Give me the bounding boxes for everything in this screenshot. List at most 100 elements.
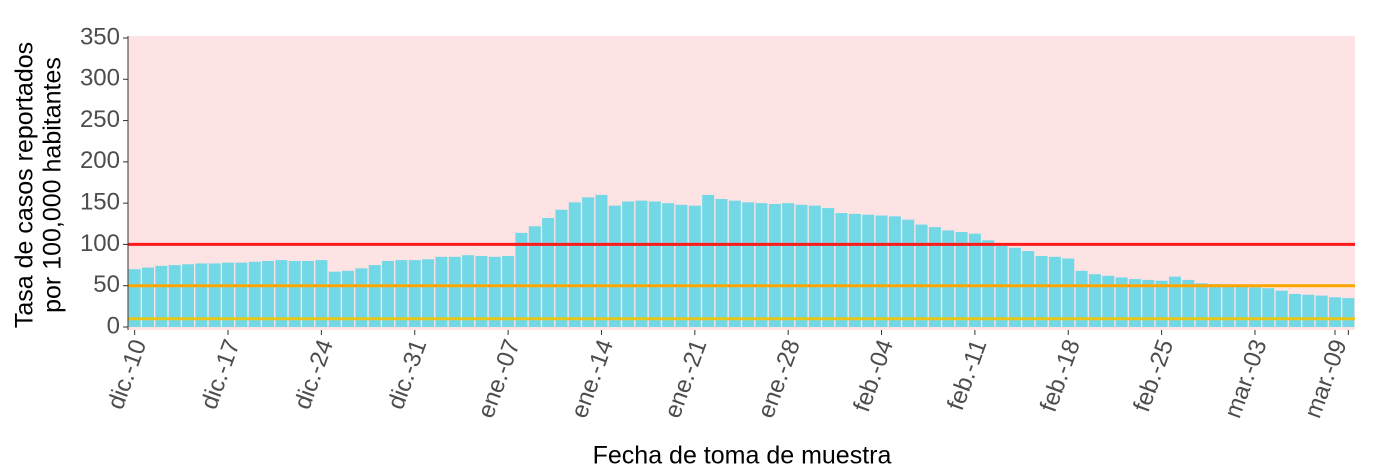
bar [1302,294,1315,327]
bar [502,255,515,327]
y-tick-label: 0 [107,312,120,339]
x-axis-title: Fecha de toma de muestra [593,442,892,470]
bar [1208,284,1221,327]
x-tick-label: ene.-21 [659,336,712,422]
x-tick-label: ene.-07 [472,336,525,422]
x-tick-label: ene.-28 [753,336,806,422]
bar [715,199,728,327]
bar [702,194,715,327]
y-axis-title: por 100,000 habitantes [39,57,67,313]
bar [1008,247,1021,327]
bar [515,232,528,327]
bar [688,205,701,327]
bar [942,230,955,327]
bar [755,203,768,327]
bar [835,213,848,327]
bar [1235,286,1248,327]
x-tick-label: dic.-24 [289,336,339,413]
bar [448,256,461,327]
bar [262,260,275,327]
y-axis-title: Tasa de casos reportados [11,42,39,328]
bar [542,218,555,327]
bar [635,200,648,327]
x-tick-label: dic.-31 [382,336,432,413]
bar [662,203,675,327]
bar [528,226,541,327]
bar [1342,298,1355,327]
y-tick-label: 50 [93,271,120,298]
bar [155,265,168,327]
bar [848,213,861,327]
bar [915,224,928,327]
y-tick-label: 300 [80,65,120,92]
bar [742,202,755,327]
bar [648,201,661,327]
bar [1182,279,1195,327]
bar [728,200,741,327]
bar [1315,295,1328,327]
bar [128,269,141,327]
bar [1248,287,1261,327]
bar [395,260,408,327]
bar [235,262,248,327]
bar [475,255,488,327]
x-tick-label: feb.-25 [1128,336,1179,415]
x-tick-label: mar.-09 [1299,336,1352,422]
y-tick-label: 150 [80,188,120,215]
bar [768,203,781,327]
bar [902,219,915,327]
bar [1115,277,1128,327]
bar [1062,258,1075,327]
x-tick-label: dic.-17 [196,336,246,413]
bar [422,259,435,327]
bar [168,265,181,327]
y-tick-label: 100 [80,230,120,257]
y-tick-label: 350 [80,23,120,50]
bar [795,204,808,327]
bar [1035,255,1048,327]
bar [195,263,208,327]
bar [568,202,581,327]
bar [555,209,568,327]
bar [955,232,968,327]
bar [822,208,835,327]
bar [1168,276,1181,327]
bar [1022,251,1035,327]
x-tick-label: feb.-18 [1035,336,1086,415]
bar [288,260,301,327]
bar [368,265,381,327]
bar [982,240,995,327]
bar [208,263,221,327]
bar [315,260,328,327]
bar [248,261,261,327]
bar [435,256,448,327]
bar [1142,279,1155,327]
bar [582,197,595,327]
bar [142,267,155,327]
y-tick-label: 200 [80,147,120,174]
bar [888,216,901,327]
bar [275,260,288,327]
bar [808,205,821,327]
bar [1128,279,1141,327]
y-tick-label: 250 [80,106,120,133]
bar [608,205,621,327]
bar [222,262,235,327]
bar [622,201,635,327]
bar [355,268,368,327]
bar [1262,288,1275,327]
bar [1088,274,1101,327]
x-tick-label: ene.-14 [566,336,619,422]
bar [1288,293,1301,327]
bar [675,204,688,327]
bar [1155,280,1168,327]
bar [1222,285,1235,327]
bar [488,256,501,327]
bar [382,260,395,327]
bar [928,227,941,327]
bar [1275,290,1288,327]
bar [1102,275,1115,327]
bar [875,215,888,327]
x-tick-label: feb.-04 [848,336,899,415]
